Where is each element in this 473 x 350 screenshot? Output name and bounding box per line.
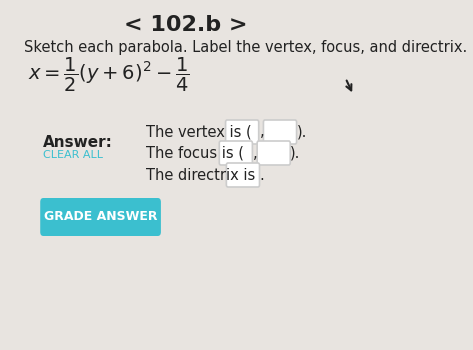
FancyBboxPatch shape <box>227 163 260 187</box>
Text: ,: , <box>253 146 258 161</box>
Text: .: . <box>260 168 264 182</box>
Text: GRADE ANSWER: GRADE ANSWER <box>44 210 158 224</box>
Text: $x = \dfrac{1}{2}(y+6)^{2} - \dfrac{1}{4}$: $x = \dfrac{1}{2}(y+6)^{2} - \dfrac{1}{4… <box>27 56 189 94</box>
FancyBboxPatch shape <box>40 198 161 236</box>
FancyBboxPatch shape <box>226 120 259 144</box>
Text: The focus is (: The focus is ( <box>146 146 244 161</box>
Text: ,: , <box>260 125 264 140</box>
Text: CLEAR ALL: CLEAR ALL <box>44 150 104 160</box>
FancyBboxPatch shape <box>219 141 253 165</box>
Text: Sketch each parabola. Label the vertex, focus, and directrix.: Sketch each parabola. Label the vertex, … <box>24 40 467 55</box>
Text: ).: ). <box>290 146 301 161</box>
Text: The vertex is (: The vertex is ( <box>146 125 252 140</box>
Text: < 102.b >: < 102.b > <box>124 15 248 35</box>
FancyBboxPatch shape <box>257 141 290 165</box>
Text: Answer:: Answer: <box>44 135 113 150</box>
FancyBboxPatch shape <box>263 120 297 144</box>
Text: ).: ). <box>297 125 307 140</box>
Text: The directrix is: The directrix is <box>146 168 255 182</box>
